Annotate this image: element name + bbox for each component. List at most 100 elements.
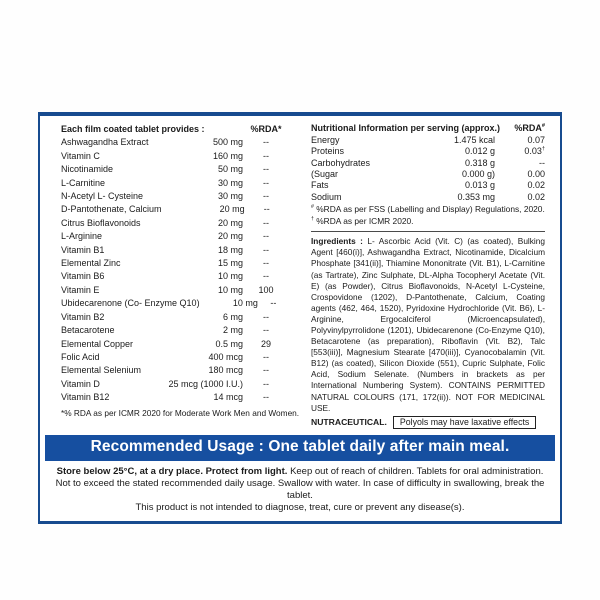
ingredient-name: Ashwagandha Extract — [61, 137, 149, 148]
tablet-provides-row: L-Carnitine 30 mg -- — [61, 177, 289, 190]
supplement-facts-rows: Ashwagandha Extract 500 mg -- Vitamin C 160 … — [61, 136, 289, 404]
recommended-usage-banner: Recommended Usage : One tablet daily aft… — [45, 434, 555, 461]
storage-line-1-rest: Keep out of reach of children. Tablets f… — [290, 465, 544, 477]
tablet-provides-row: Folic Acid 400 mcg -- — [61, 351, 289, 364]
ingredient-amount: 18 mg — [217, 244, 243, 255]
nutrient-amount: 0.353 mg — [457, 191, 495, 202]
storage-line-1: Store below 25°C, at a dry place. Protec… — [44, 466, 556, 478]
tablet-provides-row: N-Acetyl L- Cysteine 30 mg -- — [61, 190, 289, 203]
tablet-provides-row: Elemental Selenium 180 mcg -- — [61, 364, 289, 377]
product-label-box: Each film coated tablet provides : %RDA*… — [38, 112, 562, 525]
ingredient-name: N-Acetyl L- Cysteine — [61, 191, 144, 202]
ingredient-name: Elemental Selenium — [61, 365, 142, 376]
ingredient-rda: -- — [263, 311, 269, 322]
ingredient-rda: -- — [263, 191, 269, 202]
ingredient-amount: 30 mg — [217, 177, 243, 188]
nutrition-title: Nutritional Information per serving (app… — [311, 123, 501, 133]
ingredients-paragraph: Ingredients : L- Ascorbic Acid (Vit. C) … — [311, 236, 545, 414]
ingredient-amount: 20 mg — [219, 204, 245, 215]
ingredient-amount: 6 mg — [222, 311, 243, 322]
ingredient-name: Vitamin D — [61, 378, 100, 389]
ingredient-rda: -- — [263, 244, 269, 255]
ingredients-label: Ingredients : — [311, 236, 363, 247]
tablet-provides-row: Vitamin B1 18 mg -- — [61, 244, 289, 257]
nutraceutical-label: NUTRACEUTICAL. — [311, 417, 387, 428]
ingredient-rda: 29 — [260, 338, 271, 349]
ingredient-rda: 100 — [258, 284, 274, 295]
ingredient-amount: 50 mg — [217, 164, 243, 175]
ingredient-amount: 20 mg — [217, 217, 243, 228]
nutrition-row: Carbohydrates 0.318 g -- — [311, 158, 545, 169]
nutrient-name: Fats — [311, 180, 329, 191]
ingredient-name: Citrus Bioflavonoids — [61, 217, 141, 228]
ingredient-rda: -- — [263, 150, 269, 161]
ingredient-name: Vitamin B6 — [61, 271, 105, 282]
tablet-provides-row: Citrus Bioflavonoids 20 mg -- — [61, 217, 289, 230]
fss-note-sup: # — [311, 204, 314, 211]
ingredient-name: Vitamin C — [61, 150, 100, 161]
ingredient-amount: 500 mg — [212, 137, 243, 148]
nutrient-name: Proteins — [311, 146, 345, 157]
ingredient-amount: 2 mg — [222, 325, 243, 336]
tablet-provides-row: Betacarotene 2 mg -- — [61, 324, 289, 337]
label-columns: Each film coated tablet provides : %RDA*… — [40, 123, 560, 429]
tablet-provides-row: Elemental Zinc 15 mg -- — [61, 257, 289, 270]
ingredient-rda: -- — [263, 177, 269, 188]
tablet-provides-row: Ashwagandha Extract 500 mg -- — [61, 136, 289, 149]
storage-line-2: Not to exceed the stated recommended dai… — [55, 477, 545, 501]
ingredient-rda: -- — [263, 392, 269, 403]
polyols-warning-box: Polyols may have laxative effects — [392, 415, 537, 429]
ingredient-rda: -- — [263, 231, 269, 242]
ingredient-name: Nicotinamide — [61, 164, 114, 175]
ingredient-rda: -- — [270, 298, 277, 309]
tablet-provides-row: Ubidecarenone (Co- Enzyme Q10) 10 mg -- — [61, 297, 289, 310]
nutrition-row: Fats 0.013 g 0.02 — [311, 180, 545, 191]
tablet-provides-row: Vitamin B6 10 mg -- — [61, 270, 289, 283]
ingredient-amount: 400 mcg — [208, 351, 243, 362]
tablet-provides-row: Vitamin B12 14 mcg -- — [61, 391, 289, 404]
ingredient-rda: -- — [263, 325, 269, 336]
fss-note-text: %RDA as per FSS (Labelling and Display) … — [316, 204, 545, 215]
supplement-facts-header-row: Each film coated tablet provides : %RDA* — [61, 123, 289, 136]
supplement-facts-section: Each film coated tablet provides : %RDA*… — [61, 123, 299, 429]
ingredient-rda: -- — [263, 137, 269, 148]
nutrient-amount: 0.318 g — [464, 157, 495, 168]
storage-line-3: This product is not intended to diagnose… — [135, 502, 465, 514]
ingredient-rda: -- — [263, 271, 269, 282]
nutrition-row: Energy 1.475 kcal 0.07 — [311, 135, 545, 146]
nutrition-rda-header-text: %RDA — [514, 123, 542, 133]
nutrient-name: Sodium — [311, 191, 342, 202]
nutrient-rda: 0.03† — [524, 146, 545, 157]
nutrition-rda-header-sup: # — [541, 123, 545, 129]
storage-instructions: Store below 25°C, at a dry place. Protec… — [40, 464, 560, 515]
ingredient-rda: -- — [263, 378, 269, 389]
ingredient-amount: 10 mg — [217, 271, 243, 282]
ingredient-rda: -- — [263, 204, 270, 215]
ingredient-amount: 10 mg — [217, 284, 243, 295]
supplement-facts-title: Each film coated tablet provides : — [61, 124, 205, 134]
ingredient-amount: 25 mcg (1000 I.U.) — [168, 378, 243, 389]
tablet-provides-row: Vitamin D 25 mcg (1000 I.U.) -- — [61, 378, 289, 391]
ingredient-rda: -- — [263, 258, 269, 269]
nutrition-row: (Sugar 0.000 g) 0.00 — [311, 169, 545, 180]
nutrition-rda-header: %RDA# — [514, 123, 545, 135]
nutrition-ingredients-section: Nutritional Information per serving (app… — [311, 123, 545, 429]
ingredient-rda: -- — [263, 351, 269, 362]
icmr-note-sup: † — [311, 216, 314, 223]
section-divider — [311, 231, 545, 233]
ingredient-name: L-Carnitine — [61, 177, 106, 188]
ingredient-amount: 30 mg — [217, 191, 243, 202]
nutrient-name: (Sugar — [311, 169, 339, 180]
nutrient-rda: 0.02 — [527, 191, 545, 202]
nutrition-row: Sodium 0.353 mg 0.02 — [311, 192, 545, 203]
ingredient-amount: 0.5 mg — [215, 338, 243, 349]
nutrient-amount: 0.000 g) — [461, 169, 495, 180]
ingredient-rda: -- — [263, 365, 269, 376]
nutrient-amount: 1.475 kcal — [453, 134, 495, 145]
nutrient-rda: 0.07 — [527, 134, 545, 145]
ingredient-name: Folic Acid — [61, 351, 100, 362]
tablet-provides-row: Vitamin B2 6 mg -- — [61, 311, 289, 324]
ingredient-name: Ubidecarenone (Co- Enzyme Q10) — [61, 298, 200, 309]
ingredient-amount: 20 mg — [217, 231, 243, 242]
tablet-provides-row: Nicotinamide 50 mg -- — [61, 163, 289, 176]
